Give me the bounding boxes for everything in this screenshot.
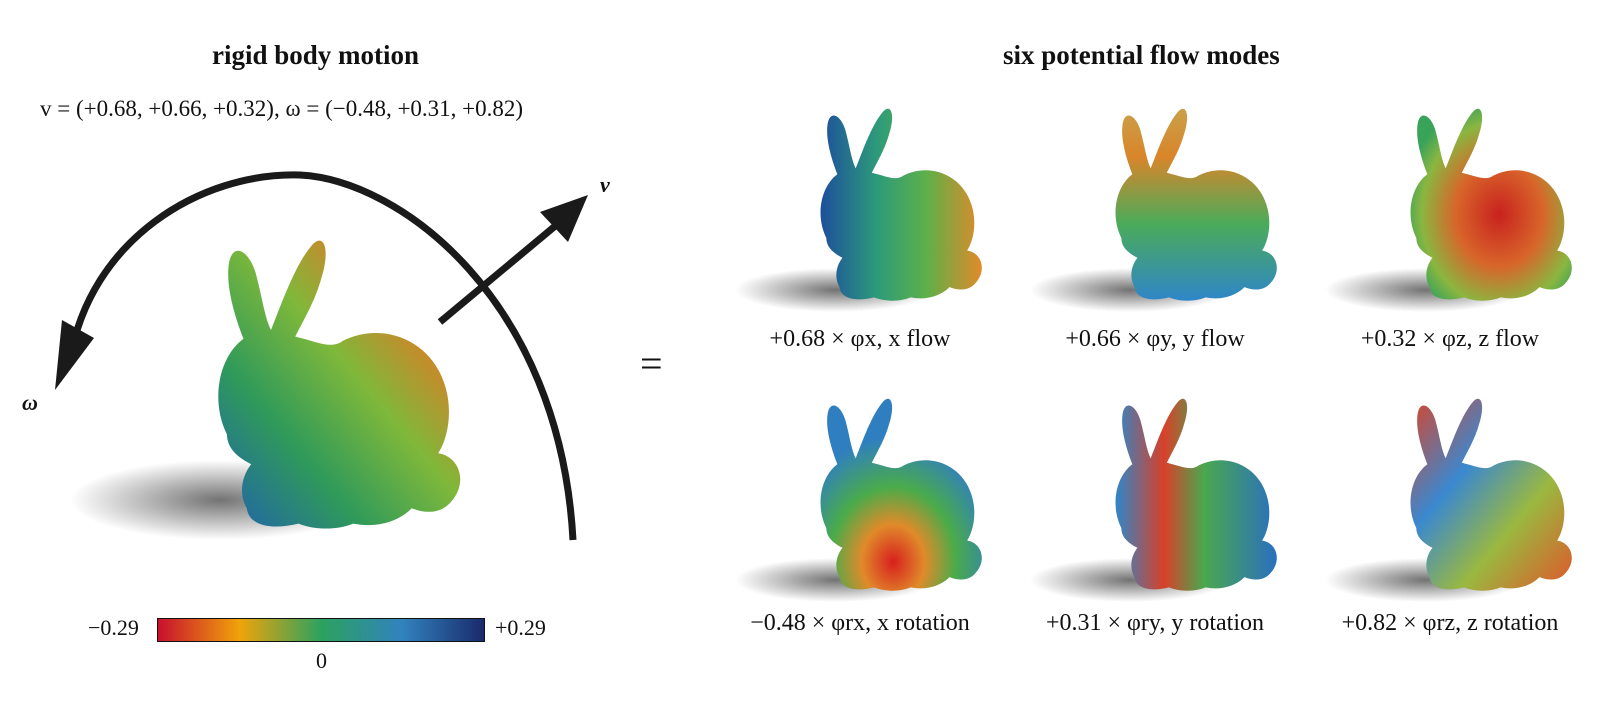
omega-arc (66, 171, 577, 541)
mode-caption-z-rotation: +0.82 × φrz, z rotation (1341, 610, 1559, 636)
left-panel-title: rigid body motion (212, 40, 420, 70)
omega-label: ω (22, 390, 38, 415)
equals-sign: = (640, 341, 663, 386)
mode-bunny-z-rotation (1325, 398, 1572, 602)
right-panel-title: six potential flow modes (1003, 40, 1280, 70)
colorbar-min-label: −0.29 (88, 615, 139, 640)
mode-caption-x-rotation: −0.48 × φrx, x rotation (750, 610, 970, 636)
mode-bunny-z-flow (1325, 108, 1572, 312)
mode-bunny-y-rotation (1030, 398, 1277, 602)
velocity-label: v (600, 172, 610, 197)
mode-caption-y-flow: +0.66 × φy, y flow (1065, 326, 1245, 352)
mode-bunny-x-flow (735, 108, 982, 312)
mode-bunny-y-flow (1030, 108, 1277, 312)
colorbar (157, 618, 485, 642)
mode-caption-y-rotation: +0.31 × φry, y rotation (1045, 610, 1264, 636)
colorbar-max-label: +0.29 (495, 615, 546, 640)
main-bunny (218, 240, 461, 529)
omega-arrowhead (55, 320, 94, 390)
mode-caption-z-flow: +0.32 × φz, z flow (1360, 326, 1540, 352)
mode-caption-x-flow: +0.68 × φx, x flow (769, 326, 951, 352)
mode-bunny-x-rotation (735, 398, 982, 602)
rigid-body-figure (55, 171, 588, 541)
velocity-arrow-shaft (437, 219, 563, 325)
motion-equation: v = (+0.68, +0.66, +0.32), ω = (−0.48, +… (40, 96, 524, 121)
colorbar-center-label: 0 (316, 648, 327, 673)
velocity-arrowhead (540, 195, 588, 242)
